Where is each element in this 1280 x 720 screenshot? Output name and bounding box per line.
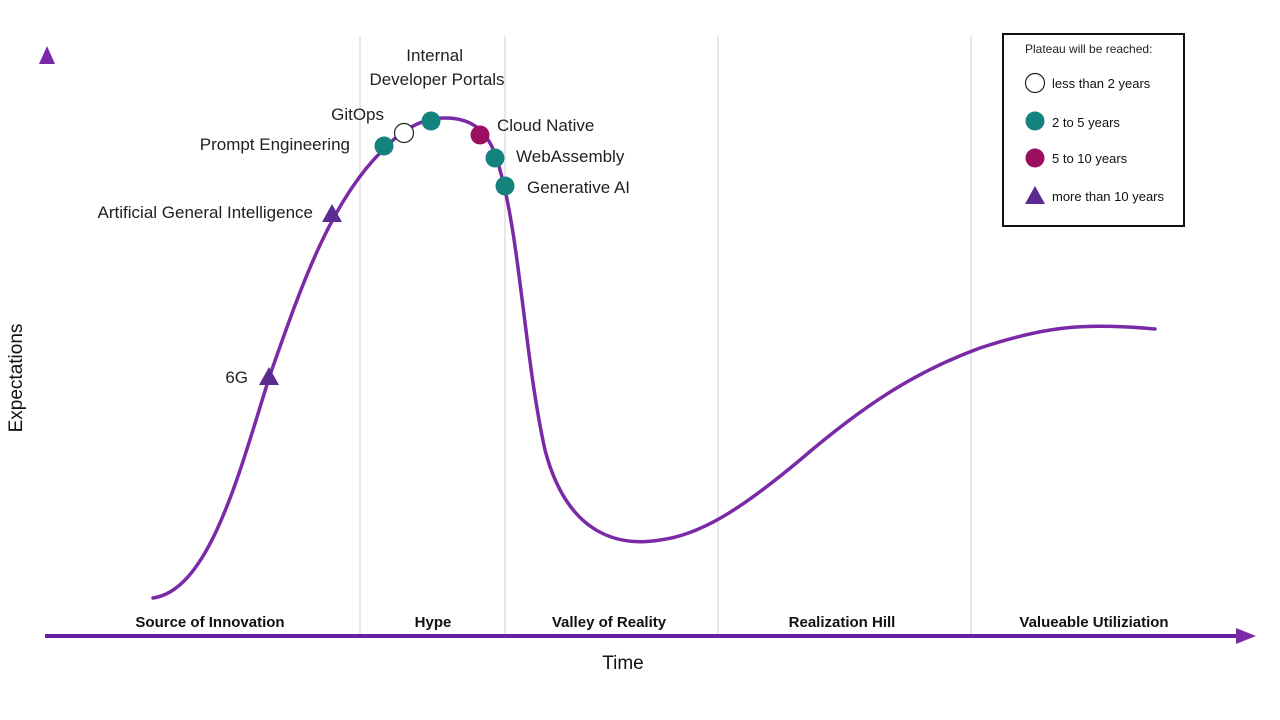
hype-curve [151, 116, 1157, 600]
marker-gitops-icon [393, 122, 415, 144]
legend: Plateau will be reached: less than 2 yea… [1002, 33, 1185, 227]
legend-title: Plateau will be reached: [1025, 42, 1152, 56]
y-axis-title: Expectations [6, 324, 27, 433]
technology-markers [259, 111, 515, 385]
y-axis-arrow-icon [39, 46, 55, 64]
legend-label-5-to-10-years: 5 to 10 years [1052, 151, 1128, 166]
phase-label-source-of-innovation: Source of Innovation [135, 614, 284, 631]
label-cloud-native: Cloud Native [497, 116, 594, 135]
legend-more-than-10-years-icon [1025, 186, 1045, 204]
x-axis-title: Time [602, 653, 644, 674]
label-6g: 6G [225, 368, 248, 387]
legend-less-than-2-years-icon [1024, 72, 1046, 94]
label-gitops: GitOps [331, 105, 384, 124]
legend-2-to-5-years-icon [1025, 111, 1045, 131]
phase-label-hype: Hype [415, 614, 452, 631]
legend-label-2-to-5-years: 2 to 5 years [1052, 115, 1120, 130]
phase-label-valley-of-reality: Valley of Reality [552, 614, 667, 631]
legend-label-more-than-10-years: more than 10 years [1052, 189, 1165, 204]
technology-labels: 6G Artificial General Intelligence Promp… [98, 46, 630, 387]
marker-internal-developer-portals-icon [421, 111, 441, 131]
phase-dividers [359, 36, 972, 634]
phase-label-realization-hill: Realization Hill [789, 614, 896, 631]
legend-label-less-than-2-years: less than 2 years [1052, 76, 1151, 91]
phase-label-valueable-utiliziation: Valueable Utiliziation [1019, 614, 1168, 631]
marker-generative-ai-icon [495, 176, 515, 196]
phase-labels: Source of Innovation Hype Valley of Real… [135, 614, 1168, 631]
marker-cloud-native-icon [470, 125, 490, 145]
label-prompt-engineering: Prompt Engineering [200, 135, 350, 154]
x-axis-arrow-icon [1236, 628, 1256, 644]
axes [39, 46, 1256, 644]
label-internal-developer-portals: Internal Developer Portals [369, 46, 504, 89]
marker-prompt-engineering-icon [374, 136, 394, 156]
marker-6g-triangle-icon [259, 367, 279, 385]
label-generative-ai: Generative AI [527, 178, 630, 197]
label-webassembly: WebAssembly [516, 147, 625, 166]
marker-webassembly-icon [485, 148, 505, 168]
legend-5-to-10-years-icon [1025, 148, 1045, 168]
marker-agi-triangle-icon [322, 204, 342, 222]
label-artificial-general-intelligence: Artificial General Intelligence [98, 203, 313, 222]
